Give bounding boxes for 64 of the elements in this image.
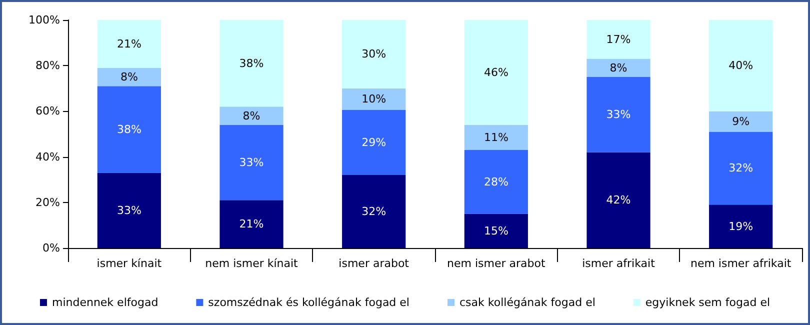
- bar: [97, 20, 161, 68]
- data-label: 29%: [362, 136, 386, 150]
- data-label: 38%: [239, 56, 264, 70]
- bar: [342, 20, 406, 88]
- y-tick-label: 60%: [36, 104, 60, 118]
- bar: [220, 124, 284, 200]
- data-label: 8%: [610, 61, 628, 74]
- bar: [97, 68, 161, 86]
- data-label: 8%: [120, 70, 138, 84]
- x-tick-label: ismer kínait: [96, 257, 162, 270]
- bar: [709, 111, 773, 132]
- x-tick-label: nem ismer afrikait: [690, 257, 792, 270]
- bar: [586, 152, 650, 248]
- bar: [220, 200, 284, 248]
- bar: [220, 106, 284, 125]
- data-label: 33%: [239, 156, 264, 169]
- bar: [464, 20, 528, 125]
- bar: [464, 124, 528, 150]
- bar: [220, 20, 284, 107]
- data-label: 32%: [362, 205, 386, 218]
- legend-label: mindennek elfogad: [52, 296, 158, 309]
- data-label: 17%: [606, 32, 631, 46]
- bar: [464, 150, 528, 214]
- data-label: 19%: [728, 220, 754, 233]
- bar: [464, 214, 528, 248]
- data-label: 38%: [116, 122, 142, 136]
- bar: [709, 204, 773, 248]
- bar: [97, 172, 161, 248]
- bar: [97, 86, 161, 173]
- x-tick-label: ismer arabot: [338, 257, 410, 270]
- y-tick-label: 80%: [36, 59, 60, 72]
- data-label: 32%: [728, 162, 754, 175]
- bar: [342, 110, 406, 176]
- y-tick-label: 20%: [36, 196, 60, 209]
- legend-label: szomszédnak és kollégának fogad el: [208, 296, 410, 309]
- data-label: 40%: [728, 59, 754, 72]
- bar: [342, 175, 406, 248]
- data-label: 11%: [484, 130, 508, 144]
- bar: [709, 132, 773, 205]
- data-label: 46%: [484, 66, 508, 79]
- data-label: 8%: [242, 109, 260, 122]
- bar: [586, 77, 650, 152]
- x-tick-label: ismer afrikait: [582, 257, 656, 270]
- y-tick-label: 100%: [28, 14, 60, 26]
- data-label: 15%: [484, 224, 508, 238]
- x-tick-label: nem ismer kínait: [205, 257, 299, 270]
- data-label: 21%: [116, 37, 142, 50]
- data-label: 21%: [239, 218, 264, 231]
- legend-label: csak kollégának fogad el: [459, 296, 596, 309]
- x-tick-label: nem ismer arabot: [447, 257, 546, 270]
- data-label: 9%: [732, 114, 750, 128]
- data-label: 10%: [362, 92, 386, 106]
- bar: [586, 58, 650, 77]
- y-tick-label: 0%: [42, 242, 60, 254]
- y-tick-label: 40%: [36, 150, 60, 164]
- data-label: 30%: [362, 48, 386, 61]
- bar: [709, 20, 773, 112]
- data-label: 28%: [484, 175, 508, 188]
- bar: [586, 20, 650, 59]
- data-label: 42%: [606, 194, 631, 207]
- legend-label: egyiknek sem fogad el: [645, 296, 770, 309]
- data-label: 33%: [606, 108, 631, 122]
- data-label: 33%: [116, 204, 142, 217]
- bar: [342, 88, 406, 110]
